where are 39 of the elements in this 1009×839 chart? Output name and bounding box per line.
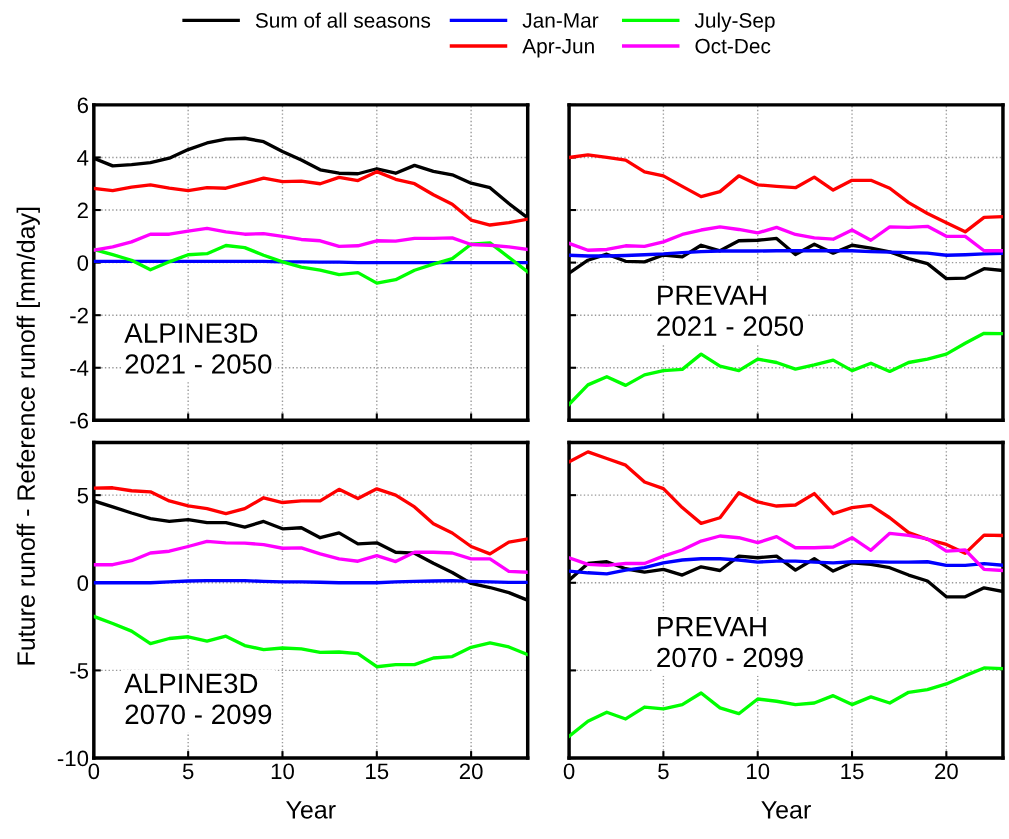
legend-label: July-Sep <box>694 12 775 32</box>
legend-label: Jan-Mar <box>522 13 599 28</box>
legend-label: Sum of all seasons <box>255 12 431 28</box>
x-tick-label: 20 <box>459 763 483 780</box>
x-tick-label: 10 <box>747 763 770 780</box>
y-tick-label: -10 <box>57 750 89 767</box>
x-tick-label: 15 <box>841 763 864 780</box>
y-tick-label: -2 <box>70 307 88 324</box>
x-tick-label: 0 <box>563 763 575 780</box>
x-axis-title: Year <box>286 801 336 819</box>
legend-label: Oct-Dec <box>695 38 771 54</box>
line-series <box>93 486 528 556</box>
annotation: PREVAH 2021 - 2050 <box>657 285 804 336</box>
y-tick-label: 5 <box>77 487 89 504</box>
annotation: ALPINE3D 2021 - 2050 <box>124 323 272 374</box>
annotation: PREVAH 2070 - 2099 <box>657 617 803 668</box>
line-series <box>93 169 528 227</box>
x-tick-label: 10 <box>271 763 294 780</box>
x-tick-label: 15 <box>366 763 389 780</box>
x-tick-label: 5 <box>182 763 194 780</box>
y-tick-label: -5 <box>70 663 89 679</box>
y-tick-label: 4 <box>77 150 89 166</box>
annotation: ALPINE3D 2070 - 2099 <box>124 673 272 725</box>
y-tick-label: 2 <box>77 202 88 219</box>
y-tick-label: -4 <box>70 360 89 376</box>
x-tick-label: 5 <box>658 763 669 780</box>
line-series <box>93 614 528 669</box>
y-tick-label: 0 <box>77 255 89 271</box>
y-tick-label: 6 <box>77 97 88 114</box>
x-tick-label: 0 <box>88 763 100 780</box>
y-axis-title: Future runoff - Reference runoff [mm/day] <box>16 207 40 665</box>
line-series <box>93 241 528 285</box>
x-axis-title: Year <box>761 801 811 819</box>
y-tick-label: 0 <box>77 575 89 592</box>
y-tick-label: -6 <box>70 412 88 429</box>
x-tick-label: 20 <box>935 763 958 780</box>
legend-label: Apr-Jun <box>522 38 594 58</box>
line-series <box>93 226 528 252</box>
line-series <box>93 539 528 574</box>
